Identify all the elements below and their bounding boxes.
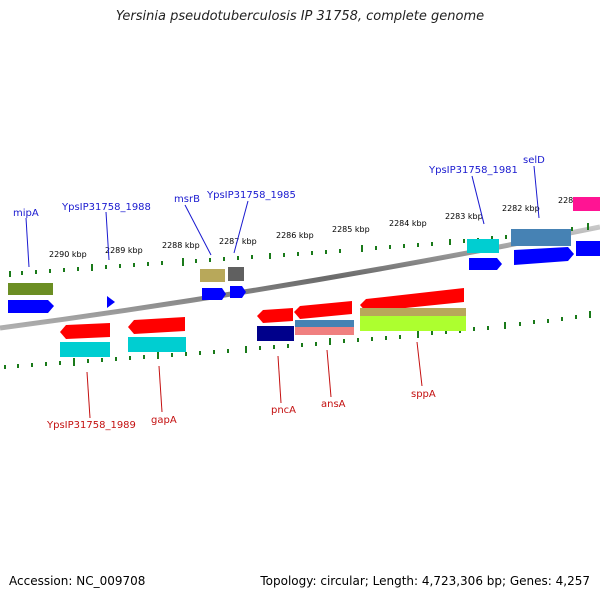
- genome-title: Yersinia pseudotuberculosis IP 31758, co…: [115, 9, 485, 24]
- gene-label-mipA[interactable]: mipA: [13, 208, 39, 219]
- feature-YpsIP31758_1989[interactable]: [60, 342, 110, 357]
- cds-selD[interactable]: [514, 247, 574, 265]
- feature-msrB[interactable]: [200, 269, 225, 282]
- gene-label-YpsIP31758_1981[interactable]: YpsIP31758_1981: [428, 165, 518, 176]
- feature-pncA[interactable]: [257, 326, 294, 341]
- feature-YpsIP31758_1981[interactable]: [467, 239, 499, 253]
- feature-gapA[interactable]: [128, 337, 186, 352]
- gene-label-sppA[interactable]: sppA: [411, 389, 436, 400]
- cds-ansA[interactable]: [294, 301, 352, 319]
- gene-label-pncA[interactable]: pncA: [271, 405, 296, 416]
- genome-summary-text: Topology: circular; Length: 4,723,306 bp…: [260, 574, 590, 588]
- cds-gapA[interactable]: [128, 317, 185, 334]
- cds-edge[interactable]: [576, 241, 600, 256]
- cds-YpsIP31758_1989[interactable]: [60, 323, 110, 339]
- scale-label: 2290 kbp: [49, 250, 87, 259]
- gene-label-YpsIP31758_1989[interactable]: YpsIP31758_1989: [46, 420, 136, 431]
- cds-YpsIP31758_1988[interactable]: [107, 296, 115, 308]
- cds-YpsIP31758_1981[interactable]: [469, 258, 502, 270]
- gene-label-msrB[interactable]: msrB: [174, 194, 200, 205]
- gene-label-selD[interactable]: selD: [523, 155, 545, 166]
- gene-label-YpsIP31758_1985[interactable]: YpsIP31758_1985: [206, 190, 296, 201]
- scale-label: 2286 kbp: [276, 231, 314, 240]
- scale-label: 2289 kbp: [105, 246, 143, 255]
- scale-label: 2283 kbp: [445, 212, 483, 221]
- cds-YpsIP31758_1985[interactable]: [230, 286, 246, 298]
- scale-label: 2282 kbp: [502, 204, 540, 213]
- gene-label-gapA[interactable]: gapA: [151, 415, 177, 426]
- accession-text: Accession: NC_009708: [9, 574, 146, 588]
- feature-ansA-2[interactable]: [295, 327, 354, 335]
- cds-sppA[interactable]: [360, 288, 464, 312]
- lower-tick-track: [4, 311, 591, 369]
- scale-label: 2285 kbp: [332, 225, 370, 234]
- scale-label: 2288 kbp: [162, 241, 200, 250]
- feature-YpsIP31758_1985[interactable]: [228, 267, 244, 281]
- gene-label-ansA[interactable]: ansA: [321, 399, 346, 410]
- top-leader-lines: [25, 165, 540, 268]
- cds-pncA[interactable]: [257, 308, 293, 323]
- scale-label: 2284 kbp: [389, 219, 427, 228]
- feature-sppA-1[interactable]: [360, 308, 466, 316]
- gene-label-YpsIP31758_1988[interactable]: YpsIP31758_1988: [61, 202, 151, 213]
- feature-mipA[interactable]: [8, 283, 53, 295]
- scale-label: 2287 kbp: [219, 237, 257, 246]
- cds-mipA[interactable]: [8, 300, 54, 313]
- feature-sppA-2[interactable]: [360, 316, 466, 331]
- feature-pink[interactable]: [573, 197, 600, 211]
- bottom-leader-lines: [86, 341, 423, 419]
- feature-ansA-1[interactable]: [295, 320, 354, 327]
- cds-msrB[interactable]: [202, 288, 226, 300]
- feature-selD[interactable]: [511, 229, 571, 246]
